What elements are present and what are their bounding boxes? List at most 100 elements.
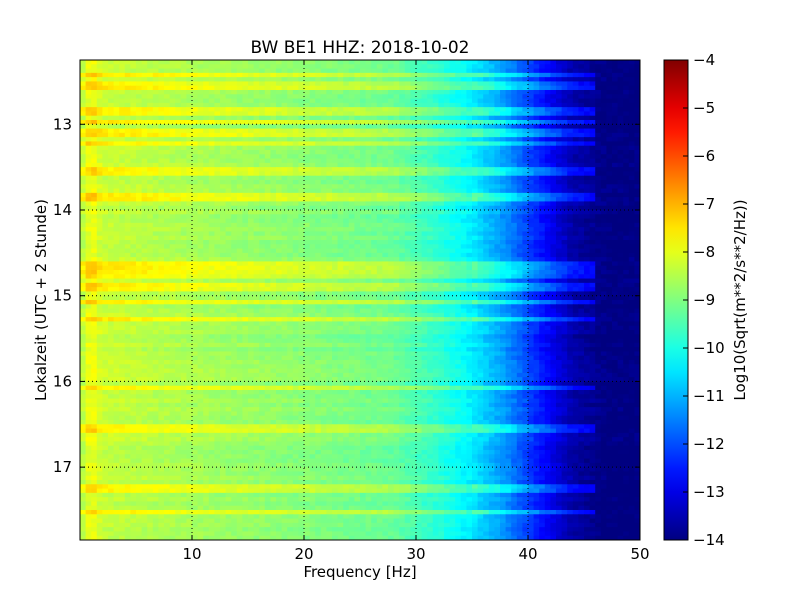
heatmap-cell <box>259 270 266 275</box>
heatmap-cell <box>231 240 238 245</box>
heatmap-cell <box>567 231 574 237</box>
heatmap-cell <box>192 252 199 258</box>
heatmap-cell <box>449 145 456 151</box>
heatmap-cell <box>130 68 137 74</box>
heatmap-cell <box>130 180 137 185</box>
heatmap-cell <box>169 180 176 185</box>
heatmap-cell <box>96 205 103 211</box>
heatmap-cell <box>617 111 624 117</box>
heatmap-cell <box>505 145 512 151</box>
heatmap-cell <box>85 261 92 267</box>
heatmap-cell <box>466 68 473 74</box>
heatmap-cell <box>113 235 120 241</box>
heatmap-cell <box>124 137 131 143</box>
heatmap-cell <box>623 265 630 271</box>
heatmap-cell <box>270 248 277 254</box>
heatmap-cell <box>393 150 400 155</box>
heatmap-cell <box>404 141 411 147</box>
heatmap-cell <box>404 68 411 74</box>
heatmap-cell <box>186 171 193 177</box>
heatmap-cell <box>80 72 87 78</box>
heatmap-cell <box>192 111 199 117</box>
heatmap-cell <box>556 175 563 181</box>
heatmap-cell <box>589 192 596 198</box>
heatmap-cell <box>376 128 383 134</box>
heatmap-cell <box>416 162 423 168</box>
heatmap-cell <box>584 120 591 125</box>
heatmap-cell <box>80 197 87 203</box>
heatmap-cell <box>516 248 523 254</box>
heatmap-cell <box>466 175 473 181</box>
heatmap-cell <box>544 158 551 164</box>
heatmap-cell <box>236 162 243 168</box>
heatmap-cell <box>354 72 361 78</box>
heatmap-cell <box>477 150 484 155</box>
heatmap-cell <box>584 124 591 130</box>
heatmap-cell <box>460 180 467 185</box>
heatmap-cell <box>281 175 288 181</box>
heatmap-cell <box>410 90 417 95</box>
heatmap-cell <box>623 257 630 263</box>
heatmap-cell <box>572 64 579 70</box>
heatmap-cell <box>304 222 311 228</box>
heatmap-cell <box>578 270 585 275</box>
heatmap-cell <box>85 171 92 177</box>
heatmap-cell <box>91 270 98 275</box>
heatmap-cell <box>522 111 529 117</box>
heatmap-cell <box>505 261 512 267</box>
heatmap-cell <box>556 210 563 215</box>
heatmap-cell <box>393 90 400 95</box>
heatmap-cell <box>539 145 546 151</box>
heatmap-cell <box>595 120 602 125</box>
heatmap-cell <box>516 124 523 130</box>
heatmap-cell <box>164 222 171 228</box>
heatmap-cell <box>600 175 607 181</box>
heatmap-cell <box>180 235 187 241</box>
heatmap-cell <box>516 231 523 237</box>
heatmap-cell <box>236 214 243 220</box>
heatmap-cell <box>270 218 277 224</box>
heatmap-cell <box>287 244 294 250</box>
heatmap-cell <box>304 137 311 143</box>
heatmap-cell <box>612 85 619 91</box>
heatmap-cell <box>606 235 613 241</box>
heatmap-cell <box>85 107 92 113</box>
heatmap-cell <box>572 77 579 83</box>
heatmap-cell <box>186 60 193 65</box>
heatmap-cell <box>259 248 266 254</box>
heatmap-cell <box>343 90 350 95</box>
heatmap-cell <box>584 240 591 245</box>
heatmap-cell <box>628 107 635 113</box>
heatmap-cell <box>606 171 613 177</box>
heatmap-cell <box>438 120 445 125</box>
heatmap-cell <box>438 171 445 177</box>
heatmap-cell <box>550 171 557 177</box>
heatmap-cell <box>388 120 395 125</box>
heatmap-cell <box>432 197 439 203</box>
heatmap-cell <box>113 60 120 65</box>
heatmap-cell <box>623 68 630 74</box>
heatmap-cell <box>455 60 462 65</box>
heatmap-cell <box>595 270 602 275</box>
heatmap-cell <box>108 72 115 78</box>
heatmap-cell <box>360 218 367 224</box>
heatmap-cell <box>365 85 372 91</box>
heatmap-cell <box>382 184 389 190</box>
heatmap-cell <box>175 162 182 168</box>
heatmap-cell <box>393 128 400 134</box>
heatmap-cell <box>186 192 193 198</box>
heatmap-cell <box>544 132 551 138</box>
heatmap-cell <box>556 231 563 237</box>
heatmap-cell <box>556 171 563 177</box>
heatmap-cell <box>612 98 619 104</box>
heatmap-cell <box>404 85 411 91</box>
heatmap-cell <box>438 141 445 147</box>
heatmap-cell <box>315 201 322 207</box>
heatmap-cell <box>91 218 98 224</box>
heatmap-cell <box>617 102 624 108</box>
heatmap-cell <box>276 98 283 104</box>
heatmap-cell <box>500 68 507 74</box>
heatmap-cell <box>158 115 165 121</box>
heatmap-cell <box>628 85 635 91</box>
heatmap-cell <box>522 64 529 70</box>
